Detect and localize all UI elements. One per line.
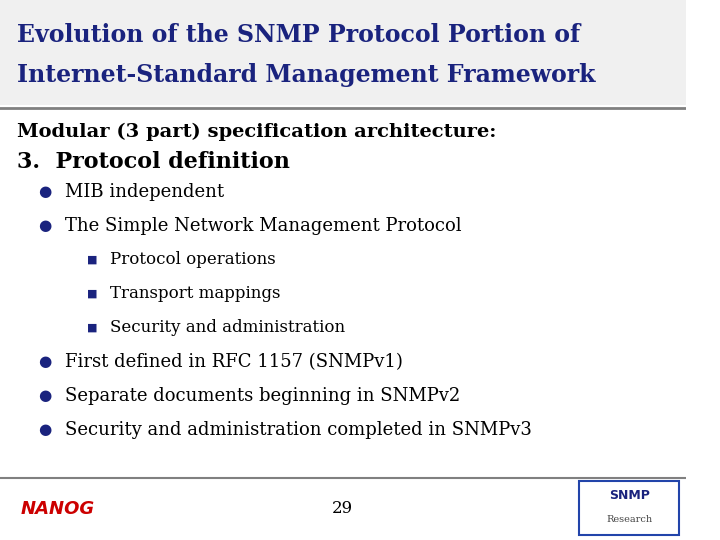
Text: Separate documents beginning in SNMPv2: Separate documents beginning in SNMPv2 [65,387,460,405]
Text: SNMP: SNMP [609,489,649,502]
Text: First defined in RFC 1157 (SNMPv1): First defined in RFC 1157 (SNMPv1) [65,353,403,371]
Text: ●: ● [38,218,51,233]
Text: ●: ● [38,422,51,437]
FancyBboxPatch shape [580,481,679,535]
Text: Evolution of the SNMP Protocol Portion of: Evolution of the SNMP Protocol Portion o… [17,23,580,47]
Text: ●: ● [38,184,51,199]
Text: 29: 29 [332,501,354,517]
Text: ■: ■ [87,255,98,265]
Text: Transport mappings: Transport mappings [109,285,280,302]
Text: NANOG: NANOG [21,500,95,518]
Text: ■: ■ [87,289,98,299]
Text: Modular (3 part) specification architecture:: Modular (3 part) specification architect… [17,123,497,141]
Text: Security and administration: Security and administration [109,319,345,336]
Text: MIB independent: MIB independent [65,183,224,201]
Text: 3.  Protocol definition: 3. Protocol definition [17,151,290,173]
Text: ●: ● [38,388,51,403]
Text: ●: ● [38,354,51,369]
Text: The Simple Network Management Protocol: The Simple Network Management Protocol [65,217,462,235]
Text: Research: Research [606,515,652,524]
FancyBboxPatch shape [0,0,685,105]
Text: Internet-Standard Management Framework: Internet-Standard Management Framework [17,63,595,86]
Text: Security and administration completed in SNMPv3: Security and administration completed in… [65,421,532,439]
Text: ■: ■ [87,323,98,333]
Text: Protocol operations: Protocol operations [109,251,276,268]
